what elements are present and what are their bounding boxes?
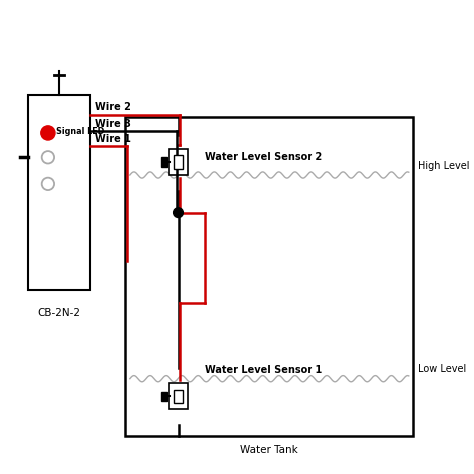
FancyBboxPatch shape [173,155,183,169]
Bar [161,392,167,401]
Text: Wire 3: Wire 3 [95,118,131,128]
FancyBboxPatch shape [169,149,188,175]
Text: High Level: High Level [418,161,469,171]
FancyBboxPatch shape [28,95,90,290]
Text: Wire 2: Wire 2 [95,102,131,112]
Text: Signal LED: Signal LED [56,127,104,136]
Text: CB-2N-2: CB-2N-2 [37,308,81,318]
Circle shape [41,126,55,140]
Text: Water Tank: Water Tank [240,445,298,455]
FancyBboxPatch shape [173,390,183,403]
Text: Wire 1: Wire 1 [95,134,131,144]
Circle shape [173,208,183,218]
Text: Low Level: Low Level [418,365,466,374]
FancyBboxPatch shape [169,383,188,410]
Text: Water Level Sensor 2: Water Level Sensor 2 [205,152,322,162]
Bar [161,157,167,166]
Text: Water Level Sensor 1: Water Level Sensor 1 [205,365,322,375]
